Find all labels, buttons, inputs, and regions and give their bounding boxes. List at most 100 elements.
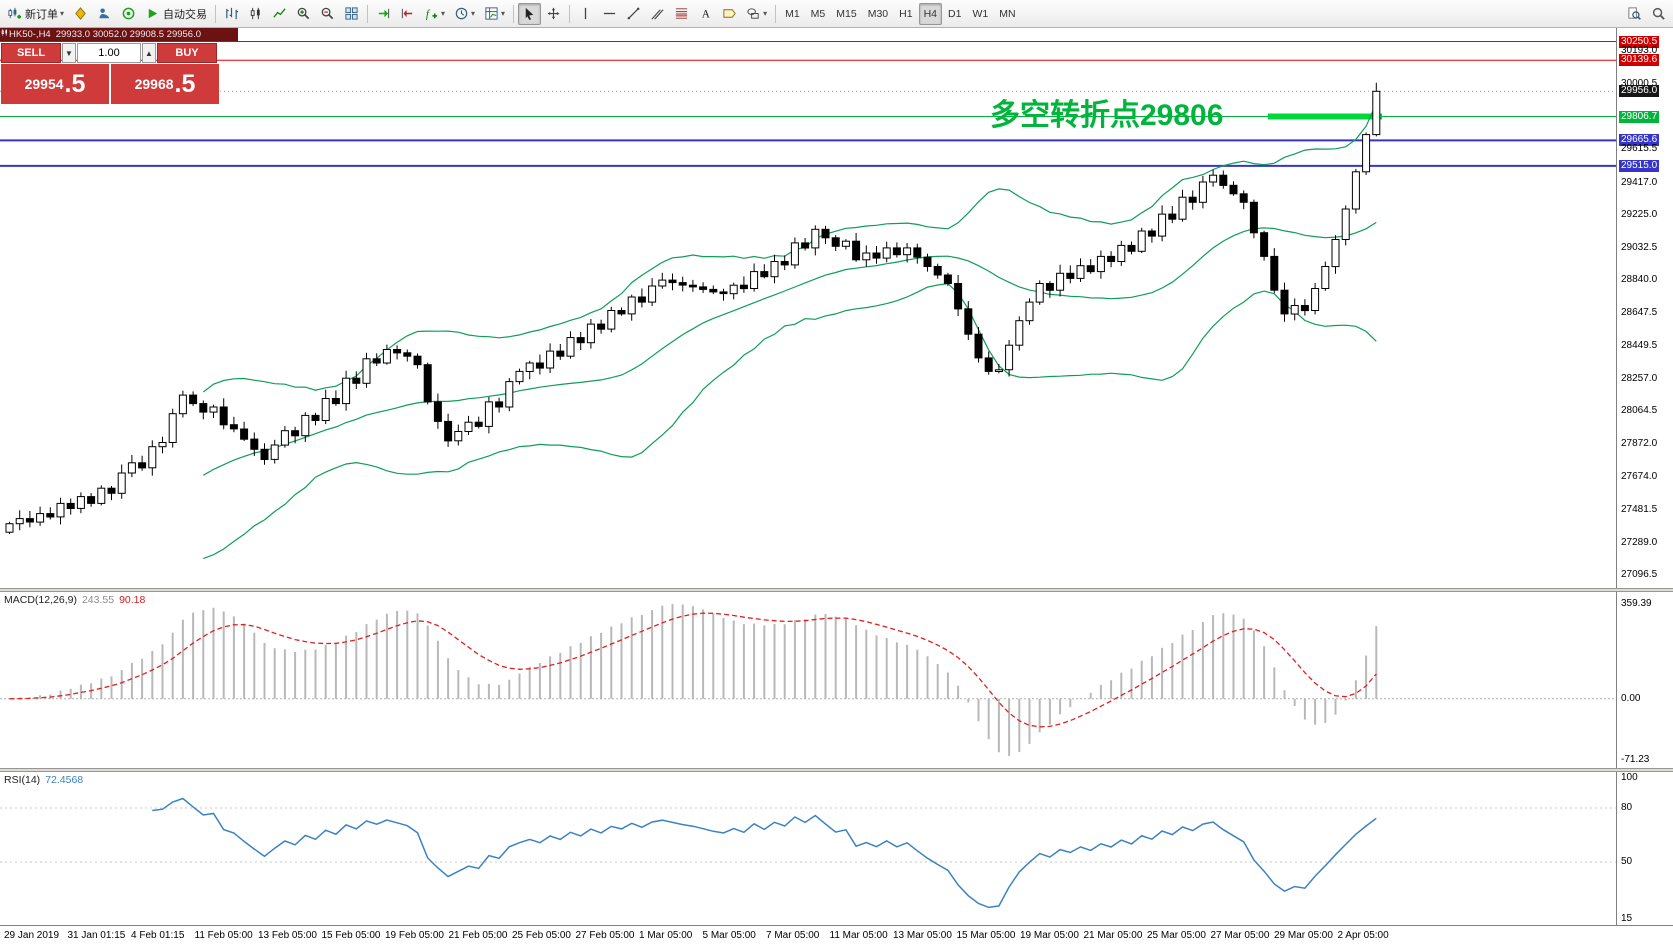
buy-button[interactable]: BUY — [157, 43, 217, 63]
timeframe-d1-button[interactable]: D1 — [943, 3, 966, 25]
cursor-button[interactable] — [518, 2, 542, 25]
navigator-button[interactable] — [117, 3, 140, 25]
channel-button[interactable] — [646, 3, 669, 25]
volume-increase-button[interactable]: ▲ — [142, 43, 156, 63]
line-chart-button[interactable] — [268, 3, 291, 25]
axis-price-label: 27674.0 — [1621, 471, 1658, 483]
timeframe-m5-button[interactable]: M5 — [806, 3, 831, 25]
timeframe-m15-button[interactable]: M15 — [831, 3, 861, 25]
text-label-button[interactable] — [718, 3, 741, 25]
chart-ohlc-values: 29933.0 30052.0 29908.5 29956.0 — [55, 29, 201, 40]
timeframe-h4-button[interactable]: H4 — [918, 2, 943, 25]
axis-price-label: 27289.0 — [1621, 536, 1658, 548]
sell-price[interactable]: 29954 .5 — [1, 64, 109, 104]
macd-signal-value: 90.18 — [119, 594, 146, 606]
indicators-button[interactable]: f ▾ — [420, 3, 449, 25]
time-axis-label: 19 Mar 05:00 — [1020, 930, 1079, 941]
rsi-axis-label: 50 — [1621, 856, 1633, 867]
fibonacci-button[interactable] — [670, 3, 693, 25]
rsi-value: 72.4568 — [45, 774, 84, 786]
timeframe-w1-button[interactable]: W1 — [967, 3, 993, 25]
axis-price-label: 29417.0 — [1621, 176, 1658, 188]
panel-splitter[interactable] — [0, 588, 1673, 592]
zoom-in-button[interactable] — [292, 3, 315, 25]
axis-price-label: 27872.0 — [1621, 437, 1658, 449]
chart-shift-button[interactable] — [396, 3, 419, 25]
time-axis-label: 4 Feb 01:15 — [131, 930, 185, 941]
buy-price-main: 29968 — [134, 76, 174, 92]
timeframe-m1-button[interactable]: M1 — [780, 3, 805, 25]
chevron-down-icon: ▾ — [471, 9, 476, 18]
trendline-button[interactable] — [622, 3, 645, 25]
sell-button[interactable]: SELL — [1, 43, 61, 63]
search-button[interactable] — [1647, 3, 1670, 25]
volume-input[interactable] — [77, 43, 141, 63]
candlestick-chart-canvas[interactable]: 多空转折点29806 — [0, 28, 1616, 588]
data-window-button[interactable] — [93, 3, 116, 25]
toolbar-separator — [367, 4, 369, 23]
timeframe-m30-button[interactable]: M30 — [863, 3, 893, 25]
time-axis-label: 15 Feb 05:00 — [321, 930, 381, 941]
new-order-label: 新订单 — [25, 8, 58, 21]
panel-splitter[interactable] — [0, 768, 1673, 772]
market-watch-button[interactable] — [69, 3, 92, 25]
vertical-line-icon — [578, 6, 593, 21]
time-axis-label: 29 Mar 05:00 — [1274, 930, 1333, 941]
vertical-line-button[interactable] — [574, 3, 597, 25]
data-window-icon — [97, 6, 112, 21]
time-axis-label: 2 Apr 05:00 — [1337, 930, 1389, 941]
new-order-button[interactable]: 新订单 ▾ — [3, 3, 68, 25]
zoom-out-button[interactable] — [316, 3, 339, 25]
axis-price-label: 29032.5 — [1621, 241, 1658, 253]
buy-price[interactable]: 29968 .5 — [111, 64, 219, 104]
chevron-down-icon: ▾ — [763, 9, 768, 18]
chart-shift-icon — [400, 6, 415, 21]
time-axis-label: 13 Mar 05:00 — [893, 930, 952, 941]
crosshair-icon — [546, 6, 561, 21]
shapes-button[interactable]: ▾ — [742, 3, 771, 25]
one-click-trading-panel: SELL ▼ ▲ BUY 29954 .5 29968 .5 — [1, 43, 219, 104]
svg-text:f: f — [426, 8, 431, 20]
volume-decrease-button[interactable]: ▼ — [62, 43, 76, 63]
tile-windows-button[interactable] — [340, 3, 363, 25]
axis-price-label: 28449.5 — [1621, 340, 1658, 352]
search-document-icon — [1627, 6, 1642, 21]
time-axis-label: 11 Mar 05:00 — [829, 930, 888, 941]
macd-axis-label: 0.00 — [1621, 692, 1641, 704]
axis-price-label: 28064.5 — [1621, 405, 1658, 417]
axis-price-label: 29225.0 — [1621, 208, 1658, 220]
current-price-label: 29956.0 — [1619, 85, 1660, 98]
time-axis-label: 13 Feb 05:00 — [258, 930, 317, 941]
rsi-panel[interactable]: RSI(14) 72.4568 — [0, 772, 1616, 925]
axis-price-label: 28840.0 — [1621, 274, 1658, 286]
auto-trading-button[interactable]: 自动交易 — [141, 3, 211, 25]
axis-price-label: 27481.5 — [1621, 503, 1658, 515]
axis-price-label: 30193.0 — [1621, 45, 1658, 57]
axis-price-label: 27096.5 — [1621, 569, 1658, 581]
bar-chart-button[interactable] — [220, 3, 243, 25]
main-chart[interactable]: 多空转折点29806 HK50-,H4 29933.0 30052.0 2990… — [0, 28, 1616, 588]
timeframe-h1-button[interactable]: H1 — [894, 3, 917, 25]
text-button[interactable]: A — [694, 3, 717, 25]
macd-axis-label: -71.23 — [1621, 754, 1650, 765]
horizontal-line-button[interactable] — [598, 3, 621, 25]
time-axis-label: 29 Jan 2019 — [4, 930, 60, 941]
navigator-icon — [121, 6, 136, 21]
macd-canvas — [0, 604, 1616, 756]
svg-text:A: A — [702, 9, 711, 21]
periods-button[interactable]: ▾ — [450, 3, 479, 25]
time-axis-label: 11 Feb 05:00 — [194, 930, 253, 941]
price-axis[interactable]: 30250.5 30193.0 30139.6 30000.5 29956.0 29806… — [1616, 28, 1673, 925]
templates-button[interactable]: ▾ — [480, 3, 509, 25]
macd-panel[interactable]: MACD(12,26,9) 243.55 90.18 — [0, 592, 1616, 768]
line-chart-icon — [272, 6, 287, 21]
auto-scroll-button[interactable] — [372, 3, 395, 25]
axis-price-label: 30000.5 — [1621, 77, 1658, 89]
candlestick-chart-button[interactable] — [244, 3, 267, 25]
crosshair-button[interactable] — [542, 3, 565, 25]
timeframe-mn-button[interactable]: MN — [994, 3, 1020, 25]
time-axis[interactable]: 29 Jan 2019 31 Jan 01:15 4 Feb 01:15 11 Feb… — [0, 925, 1673, 947]
axis-price-label: 28257.0 — [1621, 372, 1658, 384]
trendline-icon — [626, 6, 641, 21]
search-symbols-button[interactable] — [1623, 3, 1646, 25]
